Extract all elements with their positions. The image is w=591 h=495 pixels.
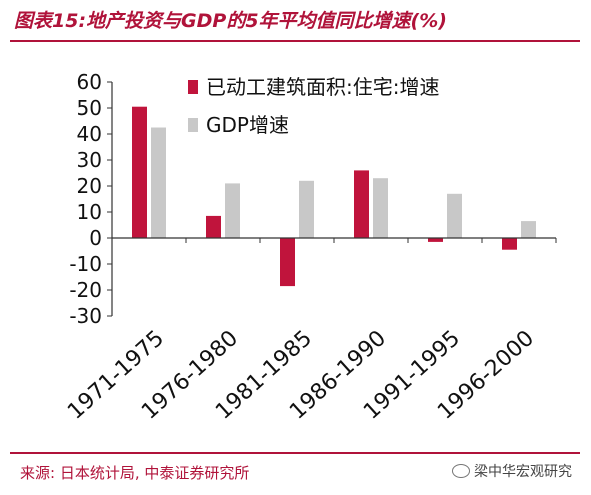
watermark: 梁中华宏观研究 (452, 461, 572, 481)
y-tick-label: 30 (77, 148, 102, 172)
x-axis: 1971-19751976-19801981-19851986-19901991… (63, 237, 557, 425)
bar-housing (502, 238, 517, 250)
y-tick-label: 10 (77, 200, 102, 224)
y-tick-label: -30 (69, 304, 102, 328)
wechat-icon (452, 464, 470, 478)
bar-housing (354, 170, 369, 238)
y-tick-label: 50 (77, 96, 102, 120)
bar-gdp (521, 221, 536, 238)
legend-label-housing: 已动工建筑面积:住宅:增速 (206, 75, 439, 99)
bar-housing (132, 106, 147, 238)
bar-gdp (225, 183, 240, 238)
legend: 已动工建筑面积:住宅:增速 GDP增速 (188, 75, 439, 137)
bar-housing (206, 215, 221, 238)
bar-gdp (299, 180, 314, 238)
title-rule (10, 40, 580, 42)
legend-swatch-gdp (188, 118, 198, 132)
footer-rule (10, 452, 580, 454)
source-note: 来源: 日本统计局, 中泰证券研究所 (20, 464, 250, 482)
watermark-text: 梁中华宏观研究 (474, 464, 572, 480)
bars-group (132, 106, 536, 287)
bar-gdp (373, 178, 388, 238)
chart-title: 图表15:地产投资与GDP的5年平均值同比增速(%) (14, 10, 447, 32)
bar-gdp (447, 193, 462, 238)
y-tick-label: -20 (69, 278, 102, 302)
y-tick-label: 20 (77, 174, 102, 198)
legend-label-gdp: GDP增速 (206, 113, 289, 137)
legend-swatch-housing (188, 80, 198, 94)
y-tick-label: -10 (69, 252, 102, 276)
bar-housing (428, 238, 443, 242)
bar-gdp (151, 127, 166, 238)
y-tick-label: 60 (77, 70, 102, 94)
bar-housing (280, 238, 295, 287)
y-tick-label: 40 (77, 122, 102, 146)
y-tick-label: 0 (89, 226, 102, 250)
